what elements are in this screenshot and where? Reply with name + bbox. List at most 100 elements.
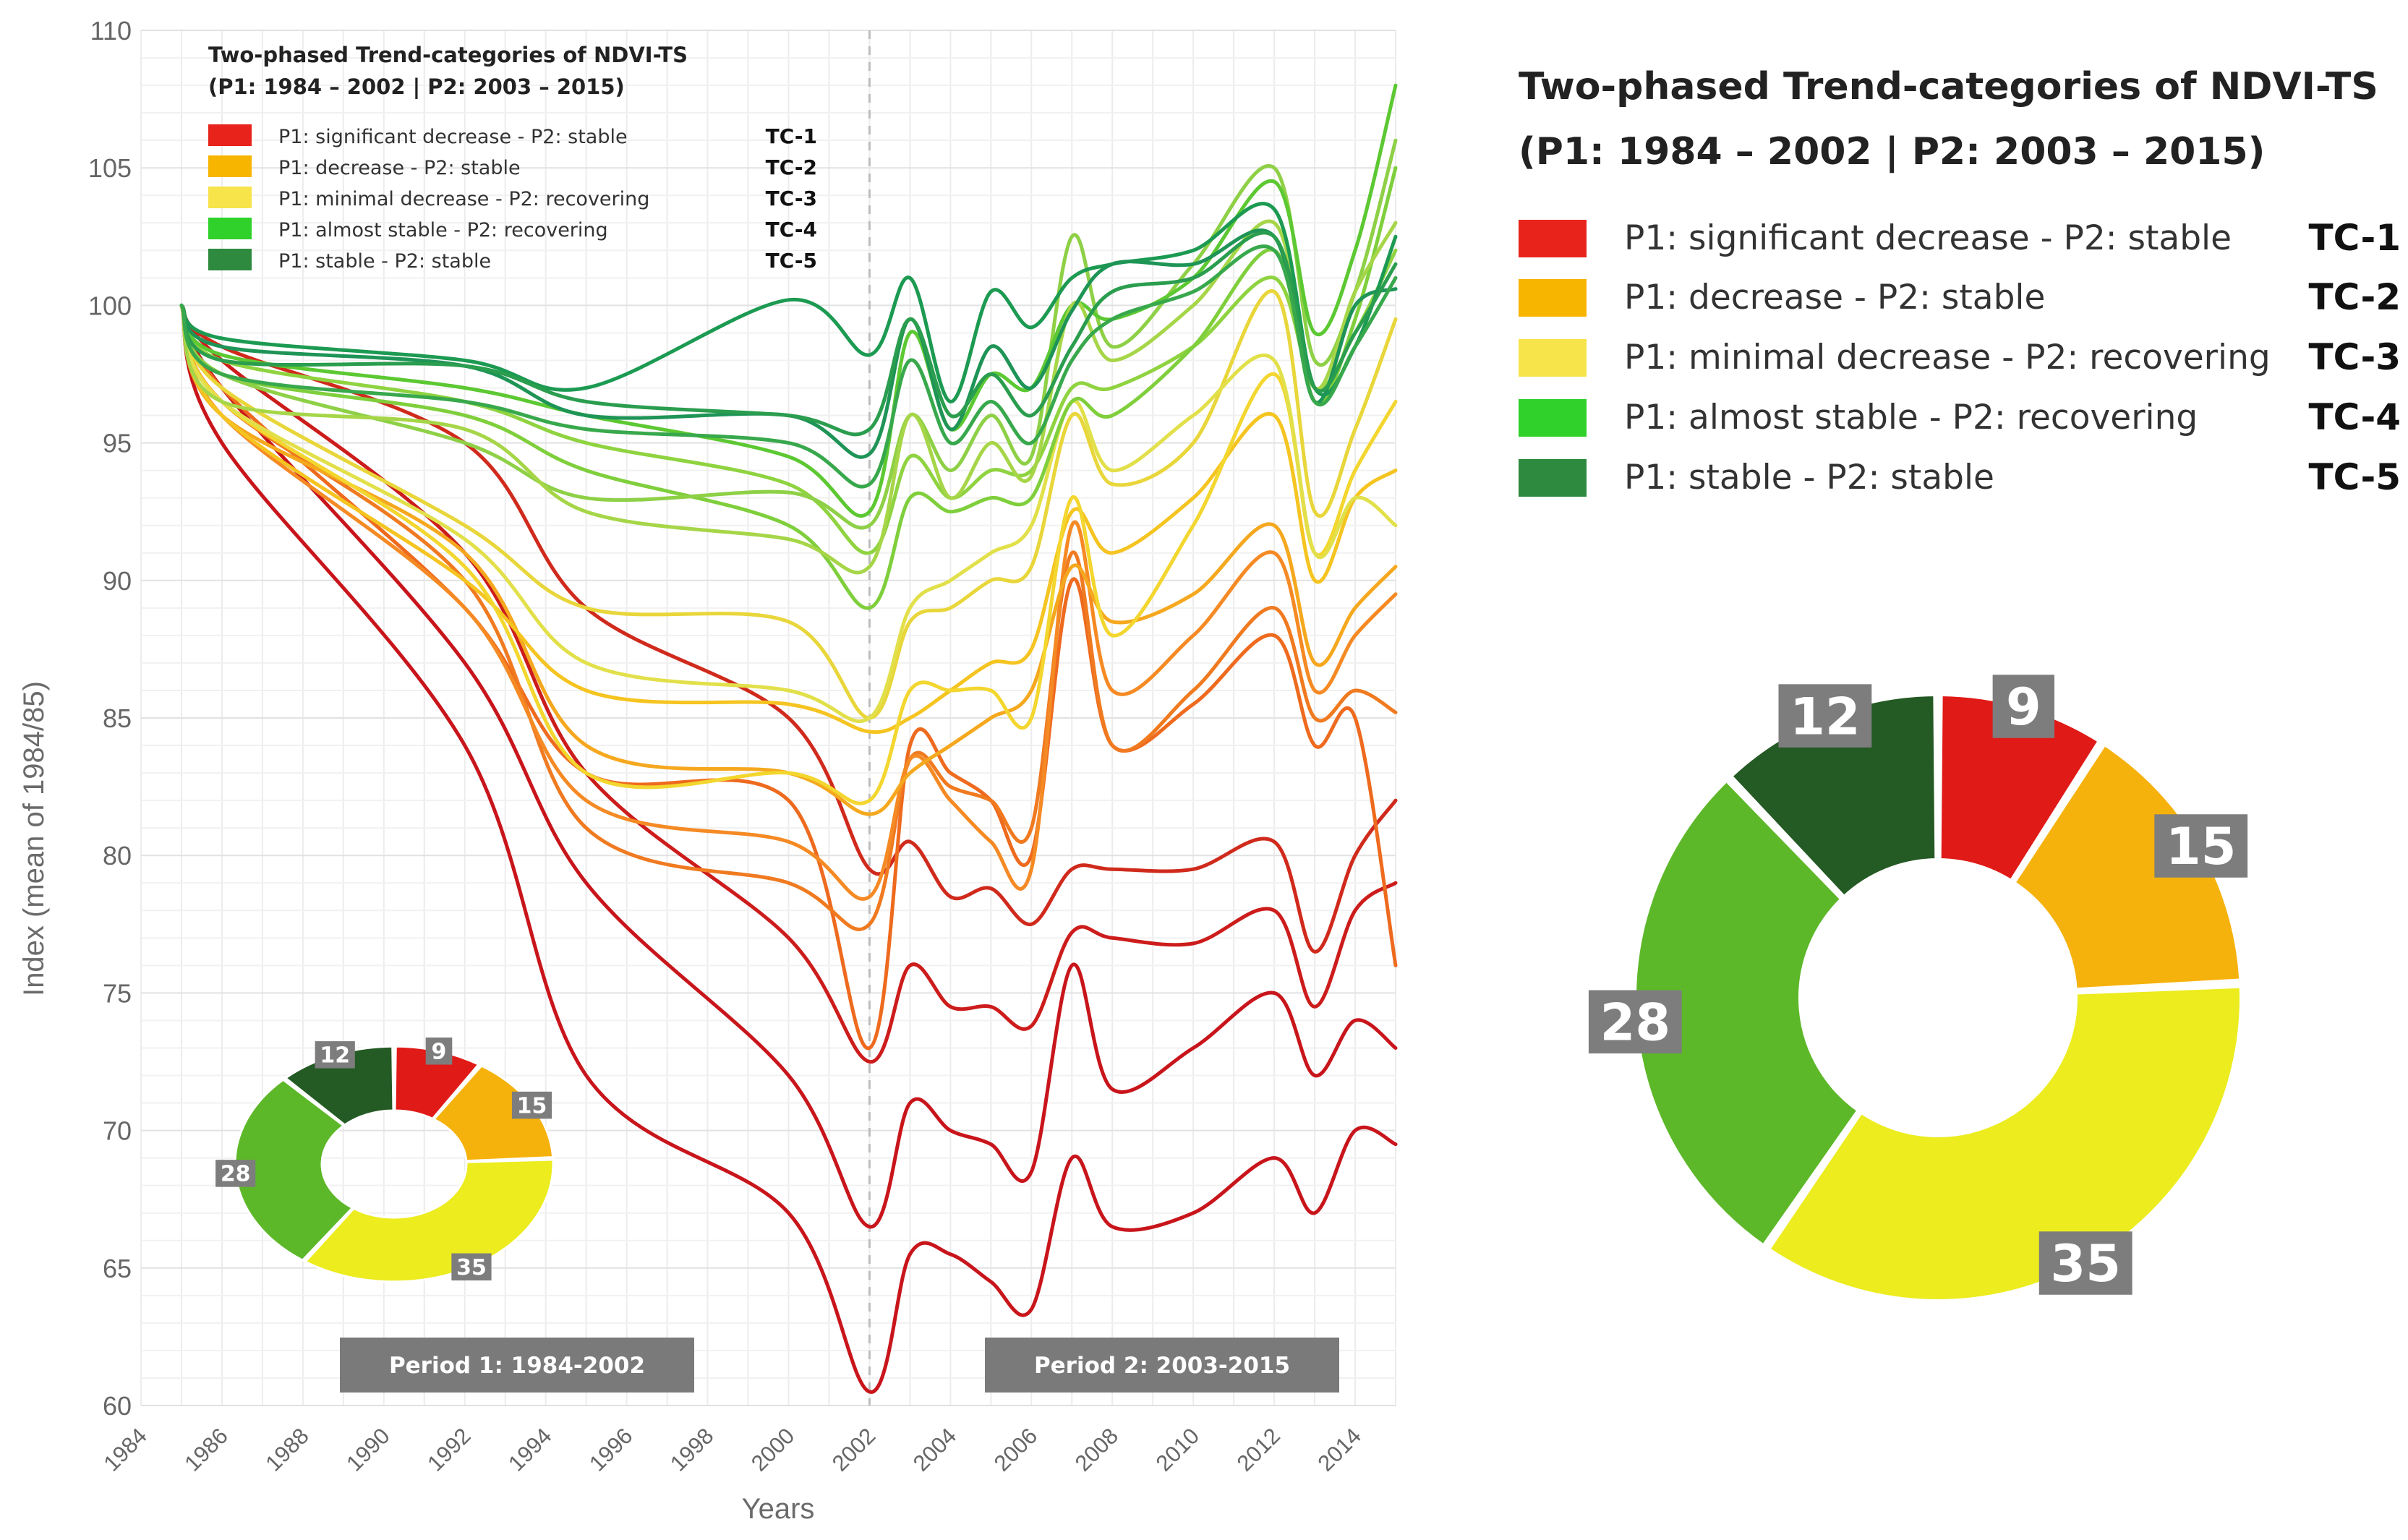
legend-label: P1: stable - P2: stable	[1624, 458, 1994, 497]
large-legend: Two-phased Trend-categories of NDVI-TS (…	[1446, 29, 2401, 549]
x-tick-label: 1988	[260, 1423, 314, 1476]
x-tick-label: 2012	[1232, 1423, 1286, 1476]
small-legend-swatch	[208, 249, 252, 270]
donut-slice-15	[432, 1064, 555, 1163]
series-line-7	[179, 303, 1398, 901]
chart-title: Two-phased Trend-categories of NDVI-TS	[208, 43, 688, 67]
donut-label: 15	[2166, 817, 2236, 876]
chart-subtitle: (P1: 1984 – 2002 | P2: 2003 – 2015)	[208, 74, 625, 99]
y-tick-label: 60	[103, 1391, 132, 1421]
small-legend-code: TC-3	[766, 187, 817, 210]
series-line-5	[179, 303, 1398, 1051]
donut-label: 9	[432, 1040, 447, 1065]
donut-label-box	[425, 1038, 453, 1065]
y-tick-label: 65	[103, 1254, 132, 1283]
donut-label: 12	[320, 1043, 350, 1069]
period-2-box: Period 2: 2003-2015	[985, 1338, 1339, 1393]
small-legend-code: TC-2	[766, 155, 817, 179]
legend-code: TC-2	[2308, 276, 2401, 318]
x-tick-label: 1998	[665, 1423, 719, 1476]
legend-swatch	[1519, 220, 1587, 257]
series-line-9	[179, 303, 1398, 734]
donut-label-box	[1778, 684, 1872, 748]
donut-slice-12	[283, 1045, 395, 1126]
donut-slice-28	[1632, 777, 1863, 1250]
small-legend-swatch	[208, 218, 252, 239]
small-donut: 9 15 35 28 12	[215, 1038, 555, 1283]
donut-label: 9	[2006, 677, 2041, 737]
legend-label: P1: almost stable - P2: recovering	[1624, 398, 2198, 437]
legend-code: TC-1	[2308, 217, 2401, 259]
donut-label: 28	[221, 1162, 251, 1187]
x-tick-label: 2002	[827, 1423, 881, 1476]
donut-label-box	[2038, 1231, 2132, 1295]
small-legend-label: P1: significant decrease - P2: stable	[278, 126, 628, 148]
period-1-label: Period 1: 1984-2002	[389, 1353, 645, 1379]
y-tick-label: 70	[103, 1116, 132, 1146]
x-tick-label: 2004	[908, 1423, 962, 1476]
small-legend-code: TC-4	[766, 218, 817, 241]
donut-slice-35	[1764, 983, 2244, 1304]
y-tick-label: 85	[103, 703, 132, 733]
donut-slice-9	[393, 1045, 481, 1121]
y-tick-label: 100	[88, 291, 132, 320]
legend-swatch	[1519, 399, 1587, 437]
donut-label-box	[215, 1160, 256, 1187]
legend-code: TC-3	[2308, 336, 2401, 378]
legend-label: P1: significant decrease - P2: stable	[1624, 218, 2232, 258]
donut-slice-28	[234, 1078, 354, 1262]
legend-code: TC-4	[2308, 396, 2401, 438]
small-legend-code: TC-5	[766, 249, 817, 273]
series-line-1	[179, 303, 1398, 1394]
donut-label: 35	[2050, 1234, 2120, 1293]
y-tick-label: 105	[88, 153, 132, 183]
x-tick-label: 2008	[1070, 1423, 1124, 1476]
donut-label-box	[511, 1091, 552, 1119]
x-tick-label: 1994	[503, 1423, 557, 1476]
donut-label-box	[1992, 675, 2055, 738]
small-legend-swatch	[208, 155, 252, 177]
series-line-6	[179, 303, 1398, 931]
series-line-20	[179, 231, 1398, 437]
x-tick-label: 1992	[422, 1423, 476, 1476]
series-line-11	[179, 289, 1398, 720]
large-donut: 9 15 35 28 12	[1588, 675, 2248, 1304]
series-line-10	[179, 303, 1398, 805]
large-legend-title: Two-phased Trend-categories of NDVI-TS	[1519, 65, 2378, 108]
small-legend-swatch	[208, 124, 252, 146]
x-tick-label: 1986	[179, 1423, 233, 1476]
small-legend: Two-phased Trend-categories of NDVI-TS (…	[208, 43, 817, 273]
donut-label: 15	[517, 1093, 547, 1118]
series-lines	[179, 83, 1398, 1394]
y-tick-label: 90	[103, 566, 132, 596]
series-line-4	[179, 303, 1398, 954]
x-tick-label: 2006	[989, 1423, 1043, 1476]
x-axis-label: Years	[742, 1493, 815, 1525]
small-legend-code: TC-1	[766, 124, 817, 148]
x-tick-label: 2000	[746, 1423, 800, 1476]
y-tick-label: 95	[103, 429, 132, 458]
small-legend-label: P1: stable - P2: stable	[278, 250, 491, 273]
period-2-label: Period 2: 2003-2015	[1034, 1353, 1290, 1379]
donut-label-box	[1588, 990, 1682, 1054]
small-legend-swatch	[208, 187, 252, 208]
large-legend-subtitle: (P1: 1984 – 2002 | P2: 2003 – 2015)	[1519, 130, 2266, 174]
series-line-18	[179, 202, 1398, 403]
y-tick-label: 80	[103, 841, 132, 870]
legend-label: P1: decrease - P2: stable	[1624, 278, 2046, 317]
donut-label-box	[2154, 814, 2248, 878]
x-tick-label: 1990	[341, 1423, 395, 1476]
series-line-3	[179, 303, 1398, 1064]
x-tick-label: 2014	[1312, 1423, 1366, 1476]
x-tick-label: 2010	[1151, 1423, 1205, 1476]
donut-label: 28	[1600, 993, 1670, 1052]
donut-label: 12	[1790, 687, 1860, 746]
y-tick-label: 75	[103, 978, 132, 1008]
y-axis-ticks: 60 65 70 75 80 85 90 95 100 105 110	[88, 16, 132, 1421]
small-legend-label: P1: decrease - P2: stable	[278, 157, 521, 179]
large-donut-panel: 9 15 35 28 12	[1576, 651, 2300, 1345]
donut-slice-15	[2010, 740, 2244, 993]
series-line-16	[179, 83, 1398, 518]
small-legend-label: P1: almost stable - P2: recovering	[278, 219, 608, 241]
